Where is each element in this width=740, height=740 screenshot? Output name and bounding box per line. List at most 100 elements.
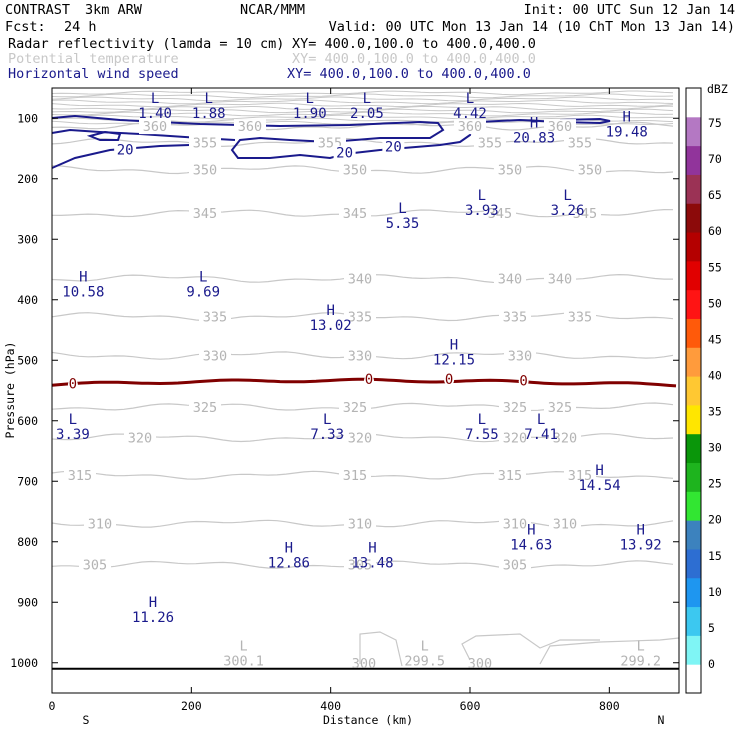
direction-north: N — [658, 713, 665, 727]
theta-label-bg — [234, 119, 266, 135]
y-tick-label: 300 — [17, 232, 38, 246]
theta-label-360: 360 — [238, 119, 262, 135]
theta-label-305: 305 — [503, 558, 527, 574]
theta-label-335: 335 — [568, 310, 592, 326]
theta-extremum-value: 300.1 — [223, 654, 264, 670]
colorbar-frame — [685, 87, 702, 694]
y-tick-label: 100 — [17, 111, 38, 125]
theta-contour-upper — [51, 96, 674, 102]
theta-label-bg — [199, 309, 231, 325]
colorbar-swatch — [686, 404, 701, 435]
field-name-theta: Potential temperature — [8, 51, 179, 67]
theta-label-330: 330 — [348, 348, 372, 364]
wind-contour-20 — [477, 117, 611, 125]
wind-extremum-H: H — [285, 541, 293, 557]
x-tick-label: 200 — [181, 699, 202, 713]
theta-label-340: 340 — [498, 272, 522, 288]
header: CONTRAST 3km ARW NCAR/MMM Init: 00 UTC S… — [5, 2, 735, 82]
theta-label-bg — [544, 119, 576, 135]
theta-label-bg — [564, 135, 596, 151]
colorbar-unit: dBZ — [707, 82, 728, 96]
wind-label-bg — [382, 139, 405, 155]
theta-label-320: 320 — [348, 431, 372, 447]
wind-extremum-value: 19.48 — [606, 124, 648, 140]
wind-extremum-value: 4.42 — [453, 106, 487, 122]
theta-label-320: 320 — [503, 431, 527, 447]
colorbar-label: 50 — [708, 296, 722, 310]
colorbar-label: 5 — [708, 621, 715, 635]
theta-label-bg — [569, 206, 601, 222]
refl-label-bg — [67, 379, 78, 390]
theta-label-bg — [494, 468, 526, 484]
colorbar-swatch — [686, 232, 701, 262]
colorbar-swatch — [686, 88, 701, 118]
field-name-wind: Horizontal wind speed — [8, 66, 179, 82]
refl-label-0: 0 — [519, 373, 527, 389]
theta-label-bg — [189, 206, 221, 222]
theta-label-350: 350 — [498, 163, 522, 179]
theta-label-bg — [339, 399, 371, 415]
theta-label-bg — [344, 348, 376, 364]
theta-label-bg — [79, 557, 111, 573]
theta-label-310: 310 — [348, 517, 372, 533]
theta-label-360: 360 — [548, 119, 572, 135]
colorbar-label: 35 — [708, 405, 722, 419]
colorbar-label: 20 — [708, 513, 722, 527]
theta-label-320: 320 — [553, 431, 577, 447]
colorbar-label: 25 — [708, 477, 722, 491]
theta-label-bg — [84, 516, 116, 532]
colorbar-swatch — [686, 203, 701, 233]
wind-contour-20 — [86, 130, 122, 141]
y-tick-label: 700 — [17, 474, 38, 488]
refl-label-bg — [444, 375, 455, 386]
x-axis-label: Distance (km) — [323, 713, 413, 727]
theta-label-bg — [199, 348, 231, 364]
wind-extremum-H: H — [595, 463, 603, 479]
plot-frame — [51, 87, 680, 694]
colorbar-swatch — [686, 260, 701, 291]
wind-extremum-L: L — [69, 412, 77, 428]
y-tick-label: 800 — [17, 535, 38, 549]
theta-label-bg — [474, 135, 506, 151]
theta-label-340: 340 — [348, 272, 372, 288]
theta-label-bg — [494, 271, 526, 287]
colorbar-label: 55 — [708, 260, 722, 274]
theta-label-355: 355 — [568, 135, 592, 151]
wind-extremum-H: H — [530, 115, 538, 131]
wind-extremum-value: 3.93 — [465, 203, 499, 219]
x-tick-label: 800 — [599, 699, 620, 713]
wind-extremum-L: L — [199, 270, 207, 286]
theta-label-bg — [189, 399, 221, 415]
theta-label-325: 325 — [503, 400, 527, 416]
field-xy-reflectivity: XY= 400.0,100.0 to 400.0,400.0 — [292, 36, 536, 52]
theta-label-325: 325 — [343, 400, 367, 416]
colorbar-swatch — [686, 520, 701, 550]
theta-label-bg — [124, 430, 156, 446]
theta-extremum-L: L — [637, 639, 645, 655]
wind-extremum-value: 3.39 — [56, 427, 90, 443]
wind-extremum-value: 14.63 — [510, 537, 552, 553]
colorbar-label: 30 — [708, 441, 722, 455]
colorbar-swatch — [686, 635, 701, 665]
refl-label-0: 0 — [69, 376, 77, 392]
wind-extremum-L: L — [205, 91, 213, 107]
reflectivity-contour-0 — [51, 377, 677, 388]
theta-label-325: 325 — [548, 400, 572, 416]
theta-contour-upper — [51, 105, 674, 111]
org-name: NCAR/MMM — [240, 2, 305, 18]
theta-label-350: 350 — [193, 163, 217, 179]
theta-contour-upper — [51, 102, 674, 108]
theta-label-345: 345 — [193, 206, 217, 222]
colorbar-swatch — [686, 606, 701, 636]
colorbar-swatch — [686, 318, 701, 348]
wind-extremum-L: L — [478, 412, 486, 428]
wind-extremum-L: L — [537, 412, 545, 428]
colorbar-swatch — [686, 289, 701, 319]
wind-contour-20 — [51, 114, 473, 160]
field-name-reflectivity: Radar reflectivity (lamda = 10 cm) — [8, 36, 284, 52]
theta-label-bg — [339, 468, 371, 484]
wind-extremum-H: H — [368, 541, 376, 557]
wind-extremum-value: 5.35 — [386, 216, 420, 232]
